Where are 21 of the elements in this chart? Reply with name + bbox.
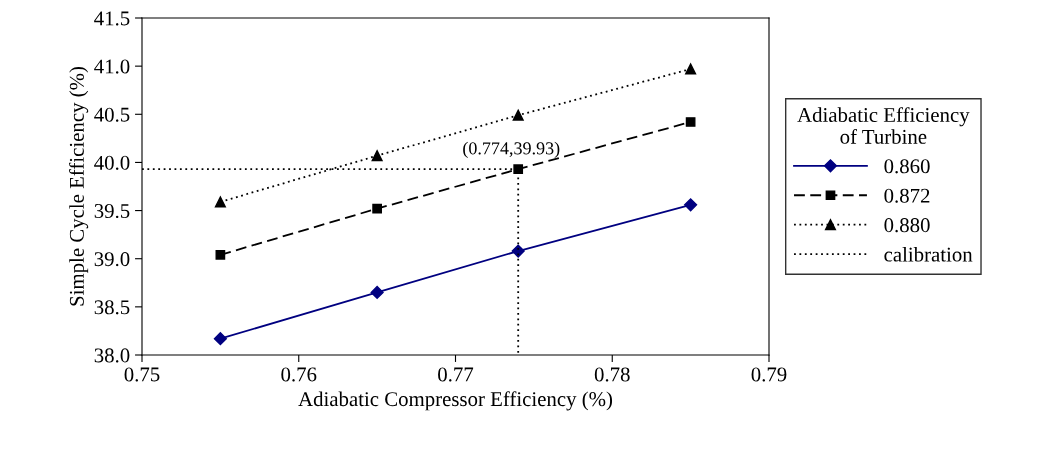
- y-tick-label: 40.5: [94, 107, 130, 122]
- legend-label: calibration: [884, 246, 973, 262]
- x-tick-label: 0.79: [751, 367, 787, 382]
- legend-label: 0.860: [884, 159, 930, 174]
- x-tick-label: 0.77: [438, 367, 474, 382]
- y-tick-label: 39.0: [94, 252, 130, 267]
- y-tick-label: 41.0: [94, 59, 130, 74]
- y-tick-label: 38.0: [94, 348, 130, 363]
- x-tick-label: 0.78: [594, 367, 630, 382]
- y-axis-title: Simple Cycle Efficiency (%): [69, 66, 89, 306]
- legend-title: Adiabatic Efficiency of Turbine: [797, 107, 970, 144]
- legend-label: 0.880: [884, 218, 930, 233]
- legend-label: 0.872: [884, 188, 930, 203]
- x-axis-title: Adiabatic Compressor Efficiency (%): [298, 391, 613, 411]
- annotation: (0.774,39.93): [463, 141, 560, 159]
- x-tick-label: 0.76: [281, 367, 317, 382]
- y-tick-label: 39.5: [94, 204, 130, 219]
- y-tick-label: 41.5: [94, 11, 130, 26]
- y-tick-label: 40.0: [94, 155, 130, 170]
- x-tick-label: 0.75: [124, 367, 160, 382]
- y-tick-label: 38.5: [94, 300, 130, 315]
